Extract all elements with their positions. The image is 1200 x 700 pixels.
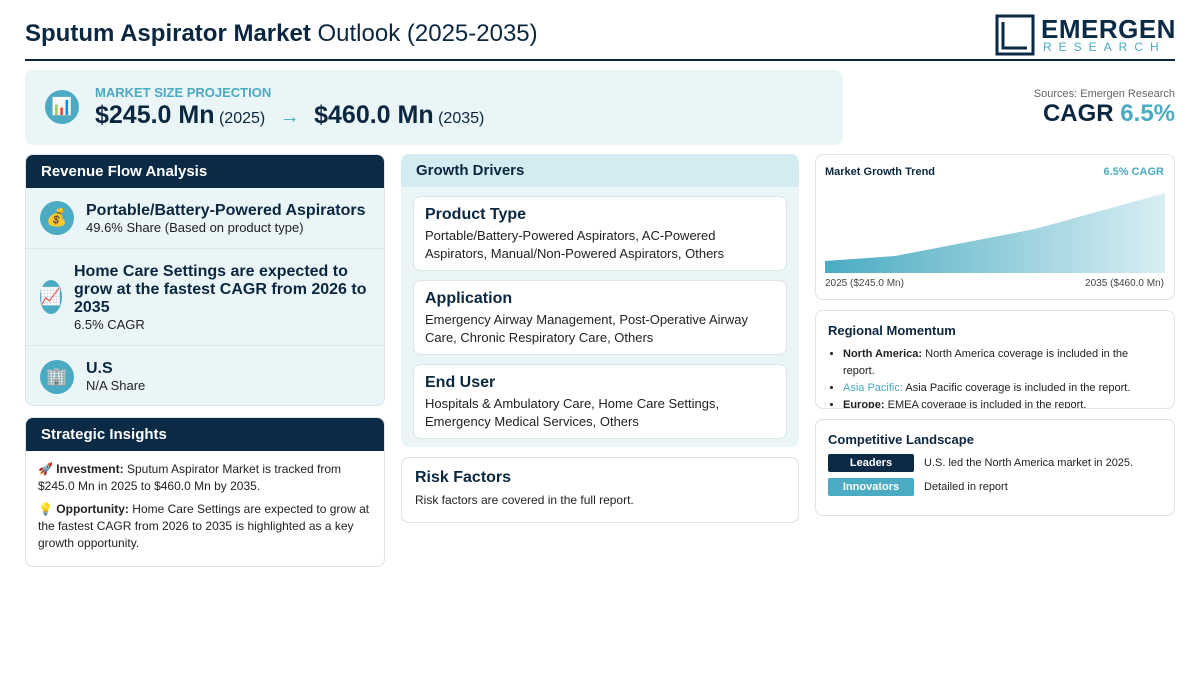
card-title: Risk Factors <box>415 469 512 486</box>
projection-label: MARKET SIZE PROJECTION <box>95 85 272 100</box>
sources: Sources: Emergen Research <box>1033 88 1175 100</box>
insight: 💡 Opportunity: Home Care Settings are ex… <box>38 502 370 550</box>
flow-item: 💰 Portable/Battery-Powered Aspirators 49.6… <box>26 188 384 249</box>
icon: 💰 <box>40 201 74 235</box>
icon: 📊 <box>45 90 79 124</box>
driver: Product Type Portable/Battery-Powered Asp… <box>413 196 787 271</box>
flow-item: 🏢 U.S N/A Share <box>26 346 384 405</box>
arrow: → <box>279 106 300 128</box>
driver-text: Emergency Airway Management, Post-Operat… <box>425 312 748 345</box>
revenue-flow: Revenue Flow Analysis 💰 Portable/Battery-… <box>25 154 385 406</box>
driver: End User Hospitals & Ambulatory Care, Hom… <box>413 364 787 439</box>
region-item: Asia Pacific: Asia Pacific coverage is i… <box>843 380 1162 397</box>
driver-text: Portable/Battery-Powered Aspirators, AC-… <box>425 228 725 261</box>
item-detail: N/A Share <box>86 378 146 393</box>
regional: Regional Momentum North America: North A… <box>815 310 1175 409</box>
region-text: North America coverage is included in th… <box>843 348 1129 377</box>
strategic-insights: Strategic Insights 🚀 Investment: Sputum … <box>25 417 385 567</box>
item-title: Home Care Settings are expected to grow … <box>74 262 367 316</box>
region-item: Europe: EMEA coverage is included in the… <box>843 397 1162 409</box>
projection-values: $245.0 Mn (2025) → $460.0 Mn (2035) <box>95 101 484 130</box>
icon: 📈 <box>40 280 62 314</box>
trend: Market Growth Trend 6.5% CAGR 2025 ($245… <box>815 154 1175 300</box>
comp-text: Detailed in report <box>924 481 1008 493</box>
region-text: EMEA coverage is included in the report. <box>887 399 1087 409</box>
region-text: Asia Pacific coverage is included in the… <box>905 382 1131 394</box>
trend-title: Market Growth Trend <box>825 166 936 178</box>
driver-text: Hospitals & Ambulatory Care, Home Care S… <box>425 396 720 429</box>
item-title: Portable/Battery-Powered Aspirators <box>86 201 366 219</box>
driver: Application Emergency Airway Management, … <box>413 280 787 355</box>
card-title: Revenue Flow Analysis <box>26 155 384 188</box>
comp-row: Innovators Detailed in report <box>828 478 1162 496</box>
item-detail: 6.5% CAGR <box>74 316 145 332</box>
title: Sputum Aspirator Market Outlook (2025-20… <box>25 20 538 48</box>
item-detail: 49.6% Share (Based on product type) <box>86 219 304 235</box>
cagr-value: 6.5% <box>1120 100 1175 127</box>
badge: Leaders <box>828 454 914 472</box>
rule <box>25 59 1175 61</box>
logo-main: EMERGEN <box>1041 14 1176 44</box>
trend-area <box>825 193 1165 273</box>
trend-cagr: 6.5% CAGR <box>1103 166 1164 178</box>
driver-title: Application <box>425 290 513 307</box>
comp-text: U.S. led the North America market in 202… <box>924 457 1134 469</box>
comp-row: Leaders U.S. led the North America market… <box>828 454 1162 472</box>
end-value: $460.0 Mn <box>314 101 434 129</box>
card-title: Growth Drivers <box>401 154 799 187</box>
end-year: (2035) <box>438 110 485 127</box>
region-item: North America: North America coverage is… <box>843 346 1162 380</box>
cagr-label: CAGR <box>1042 100 1114 127</box>
risk-text: Risk factors are covered in the full rep… <box>415 493 634 507</box>
region-name: North America: <box>843 348 923 360</box>
trend-start: 2025 ($245.0 Mn) <box>825 278 904 289</box>
insight-text: Home Care Settings are expected to grow … <box>38 502 370 550</box>
insight-label: Investment: <box>56 462 124 476</box>
card-title: Regional Momentum <box>828 323 956 338</box>
trend-end: 2035 ($460.0 Mn) <box>1085 278 1164 289</box>
growth-drivers: Growth Drivers Product Type Portable/Batt… <box>401 154 799 447</box>
risk-factors: Risk Factors Risk factors are covered in… <box>401 457 799 523</box>
driver-title: End User <box>425 374 496 391</box>
region-name: Europe: <box>843 399 885 409</box>
insights: 🚀 Investment: Sputum Aspirator Market is… <box>26 451 384 552</box>
logo-mark <box>995 14 1035 56</box>
region-name: Asia Pacific: <box>843 382 903 394</box>
logo-sub: RESEARCH <box>1043 40 1166 54</box>
card-title: Strategic Insights <box>26 418 384 451</box>
title-bold: Sputum Aspirator Market <box>25 20 311 47</box>
badge: Innovators <box>828 478 914 496</box>
region-list: North America: North America coverage is… <box>828 346 1162 409</box>
flow-item: 📈 Home Care Settings are expected to grow… <box>26 249 384 346</box>
logo: EMERGEN RESEARCH <box>995 14 1175 56</box>
driver-title: Product Type <box>425 206 527 223</box>
card-title: Competitive Landscape <box>828 432 974 447</box>
start-year: (2025) <box>218 110 266 127</box>
projection: 📊 MARKET SIZE PROJECTION $245.0 Mn (2025… <box>25 70 843 145</box>
insight-text: Sputum Aspirator Market is tracked from … <box>38 462 342 493</box>
title-rest: Outlook (2025-2035) <box>317 20 538 47</box>
item-title: U.S <box>86 360 113 377</box>
insight: 🚀 Investment: Sputum Aspirator Market is… <box>38 462 342 493</box>
competitive: Competitive Landscape Leaders U.S. led th… <box>815 419 1175 516</box>
start-value: $245.0 Mn <box>95 101 215 129</box>
insight-label: Opportunity: <box>56 502 129 516</box>
icon: 🏢 <box>40 359 74 394</box>
cagr: CAGR 6.5% <box>1043 100 1175 128</box>
